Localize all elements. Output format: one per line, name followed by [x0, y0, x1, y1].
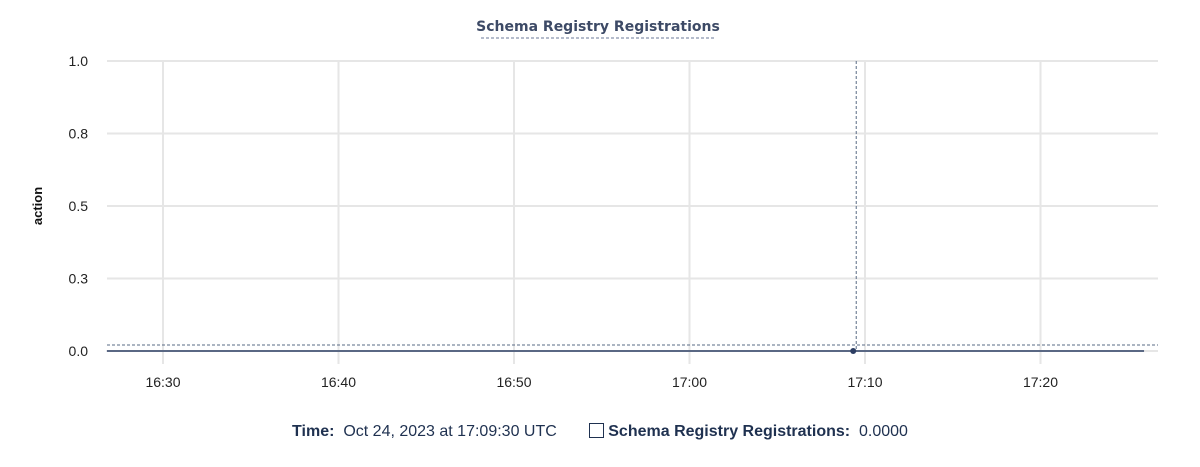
chart: Schema Registry Registrations action 0.0…: [30, 19, 1158, 390]
time-value: Oct 24, 2023 at 17:09:30 UTC: [343, 423, 557, 440]
y-axis-label: action: [30, 187, 45, 225]
chart-title: Schema Registry Registrations: [476, 19, 720, 35]
y-tick-label: 0.3: [69, 271, 89, 287]
x-tick-label: 16:40: [321, 374, 356, 390]
x-tick-label: 17:00: [672, 374, 707, 390]
y-tick-label: 0.8: [69, 126, 89, 142]
x-tick-label: 16:30: [145, 374, 180, 390]
y-tick-label: 0.5: [69, 198, 89, 214]
x-tick-label: 16:50: [496, 374, 531, 390]
legend: Time: Oct 24, 2023 at 17:09:30 UTC Schem…: [0, 423, 1200, 441]
x-tick-label: 17:20: [1023, 374, 1058, 390]
y-tick-label: 1.0: [69, 53, 89, 69]
series-value: 0.0000: [859, 423, 908, 440]
y-tick-label: 0.0: [69, 343, 89, 359]
hover-point: [850, 348, 857, 354]
series-checkbox[interactable]: [589, 423, 605, 438]
time-label: Time:: [292, 423, 335, 440]
x-tick-label: 17:10: [847, 374, 882, 390]
series-label: Schema Registry Registrations:: [608, 423, 851, 440]
